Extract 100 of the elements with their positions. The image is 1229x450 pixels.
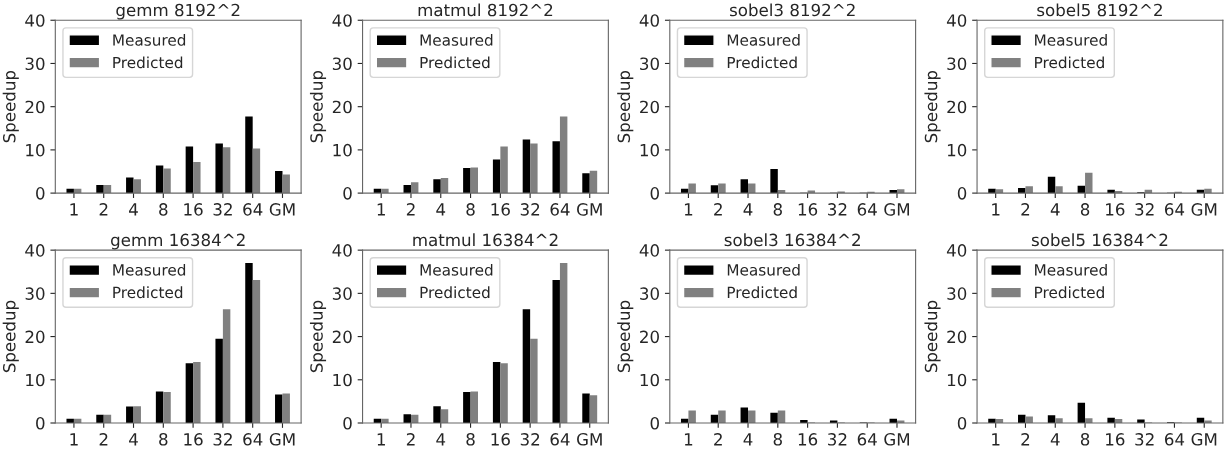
- x-tick-label: 64: [550, 203, 570, 216]
- chart-title: sobel5 16384^2: [1031, 233, 1168, 247]
- y-axis-title: Speedup: [309, 70, 327, 143]
- legend-label: Predicted: [420, 56, 490, 69]
- y-tick-label: 10: [333, 373, 352, 387]
- legend-label: Predicted: [727, 286, 797, 299]
- x-tick-label: 4: [436, 203, 446, 216]
- legend-label: Predicted: [1035, 56, 1104, 69]
- x-tick-label: 16: [491, 433, 510, 446]
- x-tick-label: 2: [714, 203, 722, 216]
- y-tick-label: 30: [332, 287, 352, 300]
- x-tick-label: GM: [1191, 203, 1217, 216]
- x-tick-label: 64: [1165, 433, 1185, 446]
- x-tick-label: 16: [798, 203, 818, 216]
- chart-title: sobel3 16384^2: [724, 233, 860, 247]
- y-tick-label: 40: [946, 14, 967, 27]
- y-tick-label: 10: [640, 143, 659, 157]
- x-tick-label: 8: [1080, 203, 1090, 216]
- x-tick-label: 64: [857, 433, 877, 446]
- y-tick-label: 10: [26, 373, 45, 387]
- y-tick-label: 10: [640, 373, 659, 387]
- x-tick-label: 32: [213, 433, 232, 446]
- chart-title: sobel3 8192^2: [729, 3, 855, 17]
- y-tick-label: 40: [639, 14, 659, 27]
- x-tick-label: 64: [243, 433, 263, 446]
- x-tick-label: GM: [577, 203, 602, 216]
- x-tick-label: 1: [684, 203, 693, 216]
- x-tick-label: 32: [520, 433, 540, 446]
- y-axis-title: Speedup: [2, 70, 19, 143]
- y-tick-label: 0: [957, 187, 967, 200]
- x-tick-label: 4: [743, 433, 753, 446]
- y-axis-title: Speedup: [309, 300, 327, 373]
- x-tick-label: GM: [1191, 433, 1217, 446]
- x-tick-label: 4: [129, 203, 138, 216]
- x-tick-label: 8: [466, 433, 475, 446]
- y-axis-title: Speedup: [924, 70, 941, 143]
- x-tick-label: 4: [129, 433, 138, 446]
- x-tick-label: 16: [1106, 203, 1125, 216]
- x-tick-label: 8: [466, 203, 475, 216]
- x-tick-label: 2: [99, 203, 108, 216]
- x-tick-label: 2: [406, 203, 415, 216]
- x-tick-label: 32: [828, 433, 847, 446]
- y-tick-label: 10: [26, 143, 45, 157]
- y-tick-label: 30: [947, 287, 967, 300]
- x-tick-label: 1: [684, 433, 693, 446]
- y-tick-label: 10: [947, 143, 967, 157]
- y-axis-title: Speedup: [617, 70, 634, 143]
- x-tick-label: 16: [491, 203, 510, 216]
- x-tick-label: 1: [377, 203, 385, 216]
- x-tick-label: 4: [1050, 203, 1060, 216]
- legend-label: Measured: [727, 34, 800, 46]
- x-tick-label: 32: [828, 203, 847, 216]
- y-tick-label: 0: [650, 187, 659, 200]
- x-tick-label: 2: [714, 433, 722, 446]
- chart-title: gemm 16384^2: [111, 233, 245, 250]
- x-tick-label: 1: [70, 433, 78, 446]
- y-tick-label: 0: [957, 416, 967, 430]
- x-tick-label: 16: [1106, 433, 1125, 446]
- x-tick-label: 4: [743, 203, 753, 216]
- x-tick-label: 16: [184, 433, 203, 446]
- y-axis-title: Speedup: [2, 300, 19, 373]
- legend-label: Measured: [1035, 263, 1107, 276]
- legend-label: Measured: [727, 263, 800, 276]
- x-tick-label: GM: [269, 203, 295, 216]
- x-tick-label: 64: [1165, 203, 1185, 216]
- y-tick-label: 40: [25, 244, 45, 257]
- y-tick-label: 0: [343, 416, 352, 430]
- legend-label: Predicted: [113, 286, 183, 299]
- x-tick-label: 1: [992, 433, 1000, 446]
- y-tick-label: 30: [25, 57, 45, 71]
- y-axis-title: Speedup: [617, 300, 634, 373]
- y-tick-label: 20: [947, 100, 967, 114]
- chart-title: matmul 8192^2: [418, 3, 553, 17]
- x-tick-label: 2: [1021, 203, 1030, 216]
- x-tick-label: 32: [1135, 433, 1154, 446]
- y-tick-label: 0: [36, 187, 45, 200]
- x-tick-label: GM: [577, 433, 602, 446]
- y-tick-label: 10: [333, 143, 352, 157]
- y-tick-label: 20: [640, 100, 659, 114]
- x-tick-label: 8: [773, 203, 782, 216]
- x-tick-label: 64: [857, 203, 877, 216]
- x-tick-label: 16: [184, 203, 203, 216]
- y-tick-label: 0: [343, 187, 352, 200]
- y-tick-label: 10: [947, 373, 967, 387]
- legend-label: Measured: [113, 263, 186, 276]
- y-tick-label: 0: [36, 416, 45, 430]
- y-tick-label: 30: [640, 57, 659, 71]
- x-tick-label: 4: [436, 433, 446, 446]
- x-tick-label: 32: [520, 203, 540, 216]
- y-axis-title: Speedup: [924, 300, 941, 373]
- y-tick-label: 30: [640, 287, 659, 300]
- y-tick-label: 40: [332, 14, 352, 27]
- x-tick-label: 1: [377, 433, 385, 446]
- y-tick-label: 30: [947, 57, 967, 71]
- x-tick-label: 2: [99, 433, 108, 446]
- y-tick-label: 20: [25, 330, 45, 344]
- x-tick-label: 4: [1050, 433, 1060, 446]
- x-tick-label: 8: [773, 433, 782, 446]
- x-tick-label: 8: [159, 203, 168, 216]
- y-tick-label: 20: [25, 100, 45, 114]
